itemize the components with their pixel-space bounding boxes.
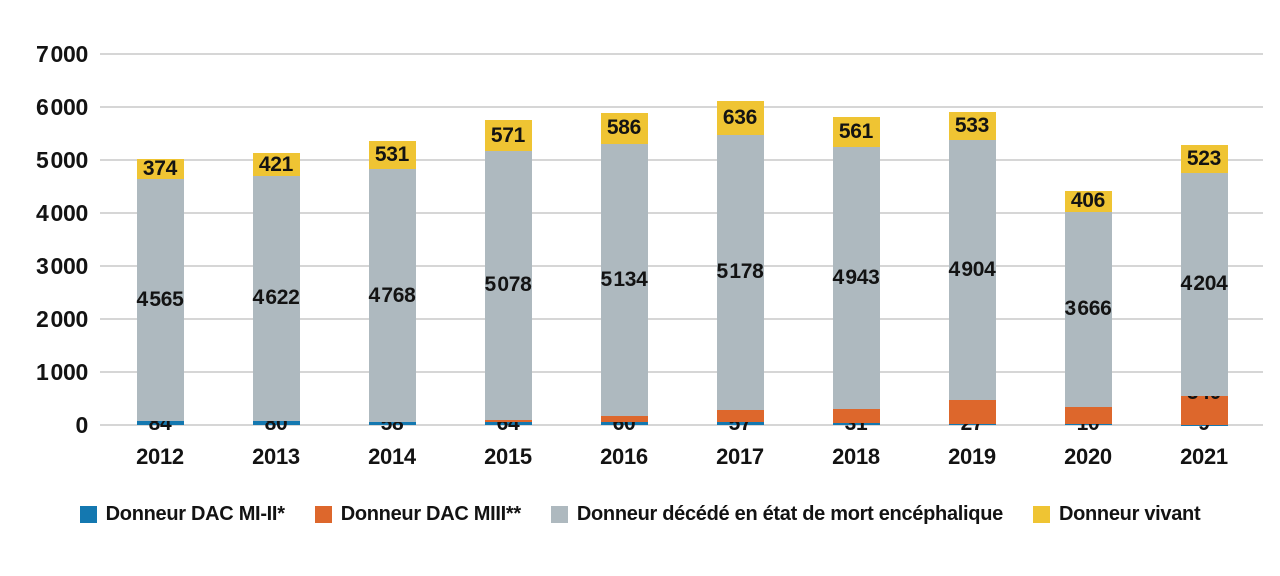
bar-value-label-mort_encephalique: 4 904	[948, 258, 996, 282]
bar-value-label-mort_encephalique: 3 666	[1064, 297, 1112, 321]
bar-value-label-vivant: 421	[258, 152, 294, 176]
bar-segment-dac_miii	[600, 415, 648, 422]
bar-segment-dac_mi_ii	[600, 421, 648, 425]
chart-legend: Donneur DAC MI-II* Donneur DAC MIII** Donn…	[0, 503, 1280, 526]
bar-value-label-mort_encephalique: 4 943	[832, 266, 880, 289]
bar-segment-dac_miii	[484, 419, 532, 422]
bar-value-label-mort_encephalique: 5 078	[484, 273, 532, 297]
x-axis-year-label: 2017	[716, 444, 764, 469]
bar-value-label-mort_encephalique: 5 178	[716, 260, 764, 284]
bar-value-label-vivant: 523	[1186, 147, 1222, 171]
bar-segment-mort_encephalique	[484, 150, 532, 420]
y-axis-tick-label: 7 000	[35, 41, 88, 67]
y-axis-tick-label: 0	[75, 412, 89, 438]
gridline	[100, 424, 1263, 426]
bar-segment-dac_miii	[948, 400, 996, 424]
bar-segment-dac_mi_ii	[1064, 424, 1112, 425]
legend-label: Donneur décédé en état de mort encéphali…	[576, 503, 1003, 525]
gridline	[100, 159, 1263, 161]
legend-label: Donneur DAC MIII**	[340, 503, 521, 525]
bar-segment-dac_miii	[1180, 395, 1228, 425]
bar-value-label-vivant: 561	[838, 120, 874, 144]
gridline	[100, 265, 1263, 267]
legend-swatch-vivant	[1032, 506, 1050, 523]
gridline	[100, 106, 1263, 108]
x-axis-year-label: 2020	[1064, 444, 1112, 469]
bar-segment-mort_encephalique	[832, 147, 880, 409]
bar-value-label-mort_encephalique: 4 768	[368, 283, 416, 307]
bar-segment-vivant	[1180, 145, 1228, 174]
bar-value-label-vivant: 533	[954, 114, 990, 138]
bar-segment-dac_mi_ii	[832, 423, 880, 425]
y-axis-tick-label: 4 000	[35, 200, 88, 226]
bar-value-label-mort_encephalique: 4 622	[252, 286, 300, 310]
y-axis-tick-label: 2 000	[35, 306, 88, 332]
bar-segment-dac_mi_ii	[252, 420, 300, 425]
bar-segment-dac_miii	[716, 409, 764, 422]
bar-segment-mort_encephalique	[1180, 173, 1228, 396]
x-axis-year-label: 2014	[368, 444, 416, 469]
gridline	[100, 318, 1263, 320]
bar-value-label-mort_encephalique: 5 134	[600, 267, 648, 291]
x-axis-year-label: 2016	[600, 444, 648, 469]
bar-segment-dac_mi_ii	[136, 420, 184, 425]
bar-segment-mort_encephalique	[136, 178, 184, 421]
x-axis-year-label: 2019	[948, 444, 996, 469]
bar-value-label-mort_encephalique: 4 204	[1180, 272, 1228, 296]
legend-item-mort_encephalique: Donneur décédé en état de mort encéphali…	[550, 503, 1003, 526]
legend-swatch-dac_mi_ii	[79, 506, 97, 523]
bar-segment-dac_mi_ii	[368, 421, 416, 425]
bar-segment-vivant	[948, 112, 996, 141]
x-axis-year-label: 2013	[252, 444, 300, 469]
bar-value-label-vivant: 571	[490, 123, 526, 147]
bar-segment-mort_encephalique	[252, 175, 300, 421]
bar-value-label-mort_encephalique: 4 565	[136, 287, 184, 311]
bar-value-label-vivant: 406	[1070, 189, 1106, 213]
bar-segment-mort_encephalique	[600, 143, 648, 416]
legend-label: Donneur vivant	[1058, 503, 1201, 525]
y-axis-tick-label: 6 000	[35, 94, 88, 120]
x-axis-year-label: 2021	[1180, 444, 1228, 469]
bar-segment-vivant	[368, 141, 416, 170]
legend-item-dac_mi_ii: Donneur DAC MI-II*	[79, 503, 285, 526]
legend-swatch-mort_encephalique	[550, 506, 568, 523]
bar-segment-vivant	[136, 158, 184, 179]
legend-item-dac_miii: Donneur DAC MIII**	[314, 503, 521, 526]
gridline	[100, 53, 1263, 55]
bar-segment-vivant	[252, 153, 300, 176]
bar-segment-dac_miii	[1064, 406, 1112, 425]
bar-segment-dac_mi_ii	[716, 421, 764, 425]
bar-segment-vivant	[716, 101, 764, 136]
x-axis-year-label: 2012	[136, 444, 184, 469]
y-axis-tick-label: 1 000	[35, 359, 88, 385]
bar-value-label-vivant: 374	[142, 156, 178, 180]
y-axis-tick-label: 3 000	[35, 253, 88, 279]
y-axis-tick-label: 5 000	[35, 147, 88, 173]
legend-label: Donneur DAC MI-II*	[105, 503, 285, 525]
bar-segment-vivant	[484, 120, 532, 151]
bar-segment-dac_mi_ii	[484, 421, 532, 425]
bar-value-label-vivant: 586	[606, 116, 642, 140]
bar-segment-dac_mi_ii	[948, 423, 996, 425]
bar-value-label-vivant: 636	[722, 106, 758, 130]
bar-segment-vivant	[600, 112, 648, 144]
bar-segment-mort_encephalique	[948, 140, 996, 401]
bar-segment-vivant	[832, 117, 880, 147]
gridline	[100, 212, 1263, 214]
bar-segment-mort_encephalique	[1064, 212, 1112, 407]
legend-item-vivant: Donneur vivant	[1032, 503, 1201, 526]
x-axis-year-label: 2015	[484, 444, 532, 469]
x-axis-year-label: 2018	[832, 444, 880, 469]
bar-segment-mort_encephalique	[716, 135, 764, 410]
legend-swatch-dac_miii	[314, 506, 332, 523]
gridline	[100, 371, 1263, 373]
bar-segment-dac_miii	[832, 408, 880, 424]
bar-value-label-vivant: 531	[374, 143, 410, 167]
bar-segment-mort_encephalique	[368, 169, 416, 422]
bar-segment-vivant	[1064, 190, 1112, 213]
